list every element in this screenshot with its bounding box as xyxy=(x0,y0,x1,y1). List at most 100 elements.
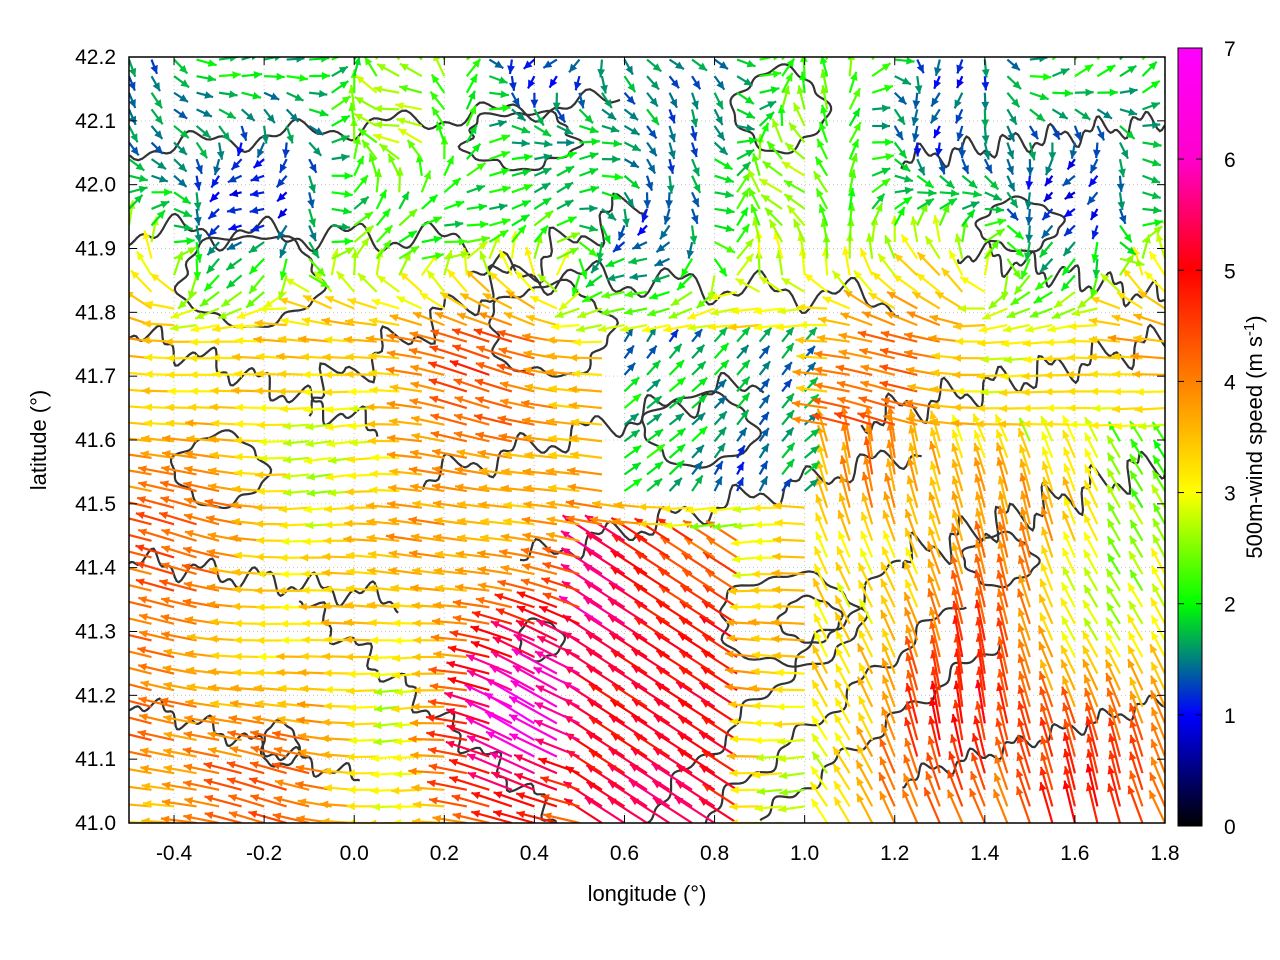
wind-arrowhead xyxy=(880,330,890,339)
wind-arrowhead xyxy=(1063,447,1071,457)
wind-arrowhead xyxy=(1092,404,1101,413)
wind-arrowhead xyxy=(774,685,783,694)
wind-arrowhead xyxy=(571,287,580,297)
wind-arrowhead xyxy=(904,738,912,747)
wind-arrowhead xyxy=(323,669,332,678)
wind-arrowhead xyxy=(178,64,188,74)
wind-arrowhead xyxy=(353,136,362,145)
wind-arrowhead xyxy=(160,562,170,570)
wind-arrowhead xyxy=(386,400,396,409)
wind-arrowhead xyxy=(543,153,553,162)
wind-arrowhead xyxy=(1026,167,1034,176)
wind-arrow xyxy=(129,406,130,409)
wind-arrowhead xyxy=(1000,291,1009,301)
wind-arrowhead xyxy=(164,337,173,346)
wind-arrowhead xyxy=(411,601,420,610)
wind-arrowhead xyxy=(274,779,284,787)
wind-arrow xyxy=(129,501,152,509)
terrain-contour xyxy=(900,110,1165,170)
wind-arrowhead xyxy=(951,475,960,485)
wind-arrowhead xyxy=(348,387,357,396)
wind-arrowhead xyxy=(233,652,242,661)
wind-arrowhead xyxy=(748,187,757,197)
wind-arrowhead xyxy=(759,178,769,187)
wind-arrowhead xyxy=(1111,352,1120,361)
wind-arrowhead xyxy=(276,352,285,361)
wind-arrowhead xyxy=(470,625,480,633)
wind-arrowhead xyxy=(660,230,668,240)
wind-arrowhead xyxy=(162,664,172,673)
wind-arrowhead xyxy=(858,562,866,572)
wind-arrowhead xyxy=(394,721,403,730)
terrain-contour xyxy=(719,570,869,668)
wind-arrowhead xyxy=(435,252,444,260)
wind-arrowhead xyxy=(781,278,791,286)
wind-arrowhead xyxy=(393,770,403,779)
wind-arrowhead xyxy=(348,422,357,430)
wind-arrowhead xyxy=(325,296,335,304)
wind-arrowhead xyxy=(300,652,309,661)
wind-arrowhead xyxy=(733,522,742,530)
wind-arrowhead xyxy=(465,269,475,279)
wind-arrowhead xyxy=(1062,266,1071,276)
wind-arrowhead xyxy=(565,166,575,174)
wind-arrowhead xyxy=(956,64,964,74)
wind-arrowhead xyxy=(115,712,124,720)
wind-arrowhead xyxy=(590,185,600,194)
wind-arrowhead xyxy=(1067,337,1076,345)
wind-arrowhead xyxy=(1165,69,1173,78)
wind-arrowhead xyxy=(255,369,264,378)
wind-arrowhead xyxy=(881,578,889,588)
wind-arrowhead xyxy=(731,555,741,564)
wind-arrowhead xyxy=(282,149,290,158)
wind-arrowhead xyxy=(159,511,169,520)
wind-arrowhead xyxy=(879,380,889,389)
wind-arrow xyxy=(1163,88,1165,93)
wind-arrowhead xyxy=(478,467,488,475)
wind-arrowhead xyxy=(751,667,760,676)
wind-arrowhead xyxy=(273,795,283,804)
wind-arrowhead xyxy=(903,773,911,783)
wind-arrowhead xyxy=(460,250,470,259)
wind-arrowhead xyxy=(860,530,868,540)
wind-arrowhead xyxy=(234,403,244,412)
wind-arrowhead xyxy=(452,614,462,623)
wind-arrowhead xyxy=(359,196,369,205)
wind-arrowhead xyxy=(498,203,508,211)
wind-arrowhead xyxy=(204,794,214,803)
wind-arrowhead xyxy=(1084,480,1092,490)
terrain-contour xyxy=(519,449,922,562)
wind-arrowhead xyxy=(139,630,148,638)
wind-arrowhead xyxy=(279,163,288,173)
wind-arrowhead xyxy=(298,335,307,344)
wind-arrowhead xyxy=(745,111,755,119)
wind-arrowhead xyxy=(773,602,782,611)
wind-arrow xyxy=(129,473,130,475)
wind-arrowhead xyxy=(339,81,349,89)
wind-arrowhead xyxy=(231,568,241,577)
wind-arrowhead xyxy=(904,509,913,519)
wind-arrowhead xyxy=(1017,607,1026,617)
wind-arrowhead xyxy=(185,699,194,707)
wind-arrowhead xyxy=(1089,387,1099,396)
wind-arrowhead xyxy=(552,102,561,111)
wind-arrowhead xyxy=(246,112,255,121)
wind-arrowhead xyxy=(729,819,738,823)
wind-arrowhead xyxy=(955,114,963,124)
wind-arrowhead xyxy=(428,194,438,204)
wind-arrowhead xyxy=(1150,739,1159,749)
wind-arrowhead xyxy=(647,309,657,317)
wind-arrowhead xyxy=(652,63,662,72)
wind-arrow xyxy=(129,290,130,292)
wind-arrowhead xyxy=(279,521,288,530)
wind-arrowhead xyxy=(691,197,699,207)
wind-arrowhead xyxy=(542,128,552,137)
wind-arrowhead xyxy=(476,345,486,353)
wind-arrowhead xyxy=(776,703,785,711)
wind-arrowhead xyxy=(1060,68,1070,76)
wind-arrowhead xyxy=(468,105,477,115)
wind-arrowhead xyxy=(557,113,566,123)
wind-arrowhead xyxy=(1017,428,1026,438)
wind-arrowhead xyxy=(696,412,706,422)
wind-arrowhead xyxy=(833,746,841,756)
